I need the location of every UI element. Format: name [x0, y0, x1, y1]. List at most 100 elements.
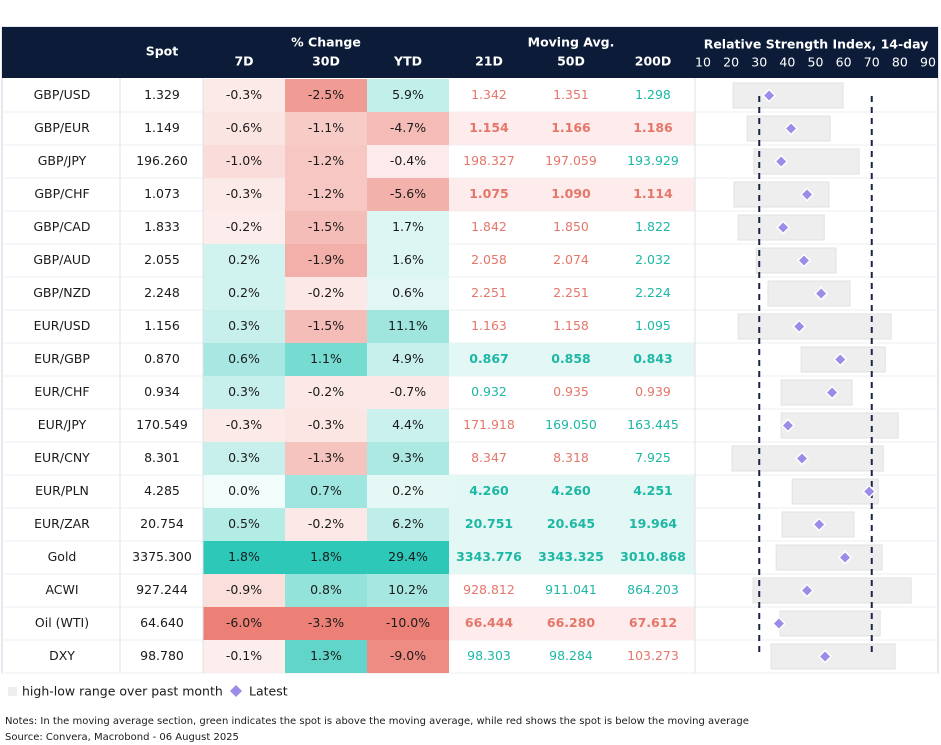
heat-cell	[203, 79, 285, 112]
pct-change: 5.9%	[392, 87, 424, 102]
pct-change: -1.0%	[226, 153, 262, 168]
heat-cell	[203, 442, 285, 475]
heat-cell	[367, 178, 449, 211]
spot: 20.754	[140, 516, 184, 531]
rsi-tick-label: 70	[864, 55, 880, 70]
spot: 0.870	[144, 351, 180, 366]
heat-cell	[367, 211, 449, 244]
pct-change: -0.2%	[308, 516, 344, 531]
rsi-latest	[776, 220, 791, 235]
pct-change: 0.2%	[228, 252, 260, 267]
pct-change: -9.0%	[390, 648, 426, 663]
pct-change: -10.0%	[386, 615, 430, 630]
rsi-tick-label: 10	[695, 55, 711, 70]
rsi-latest	[825, 385, 840, 400]
heat-cell	[285, 541, 367, 574]
spot: 98.780	[140, 648, 184, 663]
spot: 1.073	[144, 186, 180, 201]
heat-cell	[285, 178, 367, 211]
pct-change: -3.3%	[308, 615, 344, 630]
heat-cell	[367, 376, 449, 409]
heat-cell	[285, 640, 367, 673]
heat-cell	[285, 145, 367, 178]
pct-change: 0.0%	[228, 483, 260, 498]
rsi-latest	[796, 253, 812, 268]
pct-change: 0.2%	[392, 483, 424, 498]
pct-change: 1.3%	[310, 648, 342, 663]
pct-change: -1.5%	[308, 219, 344, 234]
pct-change: -2.5%	[308, 87, 344, 102]
heat-cell	[203, 541, 285, 574]
pct-change: 10.2%	[388, 582, 428, 597]
rsi-latest	[812, 517, 827, 532]
moving-avg: 67.612	[629, 615, 677, 630]
pair-label: GBP/AUD	[33, 252, 90, 267]
heat-cell	[203, 178, 285, 211]
pct-change: 0.6%	[228, 351, 260, 366]
rsi-range	[770, 643, 896, 670]
heat-cell	[367, 541, 449, 574]
moving-avg: 98.303	[467, 648, 511, 663]
pct-change: 1.8%	[310, 549, 342, 564]
heat-cell	[203, 607, 285, 640]
pct-change: -0.2%	[308, 384, 344, 399]
heat-cell	[367, 640, 449, 673]
pair-label: Gold	[48, 549, 77, 564]
rsi-latest	[800, 187, 815, 202]
pair-label: DXY	[49, 648, 75, 663]
ma-tint	[449, 508, 695, 541]
heat-cell	[203, 112, 285, 145]
heat-cell	[285, 112, 367, 145]
heat-cell	[203, 310, 285, 343]
moving-avg: 1.158	[553, 318, 589, 333]
pct-change: -0.2%	[226, 219, 262, 234]
pct-change: 29.4%	[388, 549, 428, 564]
moving-avg: 1.114	[633, 186, 673, 201]
pct-change: 4.4%	[392, 417, 424, 432]
moving-avg: 1.842	[471, 219, 507, 234]
heat-cell	[203, 640, 285, 673]
heat-cell	[203, 277, 285, 310]
heat-cell	[203, 211, 285, 244]
spot: 8.301	[144, 450, 180, 465]
pct-change: 1.1%	[310, 351, 342, 366]
rsi-latest	[771, 616, 786, 631]
pct-change: -0.1%	[226, 648, 262, 663]
rsi-range	[767, 280, 851, 307]
pct-change: 0.6%	[392, 285, 424, 300]
pct-change: 0.3%	[228, 450, 260, 465]
header-col: 7D	[234, 54, 253, 69]
pair-label: GBP/EUR	[34, 120, 90, 135]
rsi-range	[775, 544, 883, 571]
pct-change: -0.3%	[226, 417, 262, 432]
heat-cell	[285, 607, 367, 640]
ma-tint	[449, 475, 695, 508]
rsi-range	[753, 148, 860, 175]
rsi-tick-label: 80	[892, 55, 908, 70]
legend-diamond	[230, 685, 242, 697]
spot: 1.329	[144, 87, 180, 102]
rsi-tick-label: 40	[779, 55, 795, 70]
heat-cell	[203, 508, 285, 541]
moving-avg: 1.075	[469, 186, 509, 201]
moving-avg: 8.347	[471, 450, 507, 465]
heat-cell	[285, 244, 367, 277]
pct-change: -1.9%	[308, 252, 344, 267]
heat-cell	[367, 244, 449, 277]
heat-cell	[285, 211, 367, 244]
header-pct: % Change	[291, 35, 361, 50]
heat-cell	[203, 475, 285, 508]
moving-avg: 171.918	[463, 417, 515, 432]
moving-avg: 193.929	[627, 153, 679, 168]
pair-label: GBP/JPY	[38, 153, 87, 168]
moving-avg: 3010.868	[620, 549, 686, 564]
rsi-range	[733, 181, 830, 208]
heat-cell	[285, 574, 367, 607]
pct-change: 11.1%	[388, 318, 428, 333]
moving-avg: 1.342	[471, 87, 507, 102]
spot: 927.244	[136, 582, 188, 597]
heat-cell	[367, 79, 449, 112]
pct-change: -1.2%	[308, 153, 344, 168]
pct-change: -0.6%	[226, 120, 262, 135]
